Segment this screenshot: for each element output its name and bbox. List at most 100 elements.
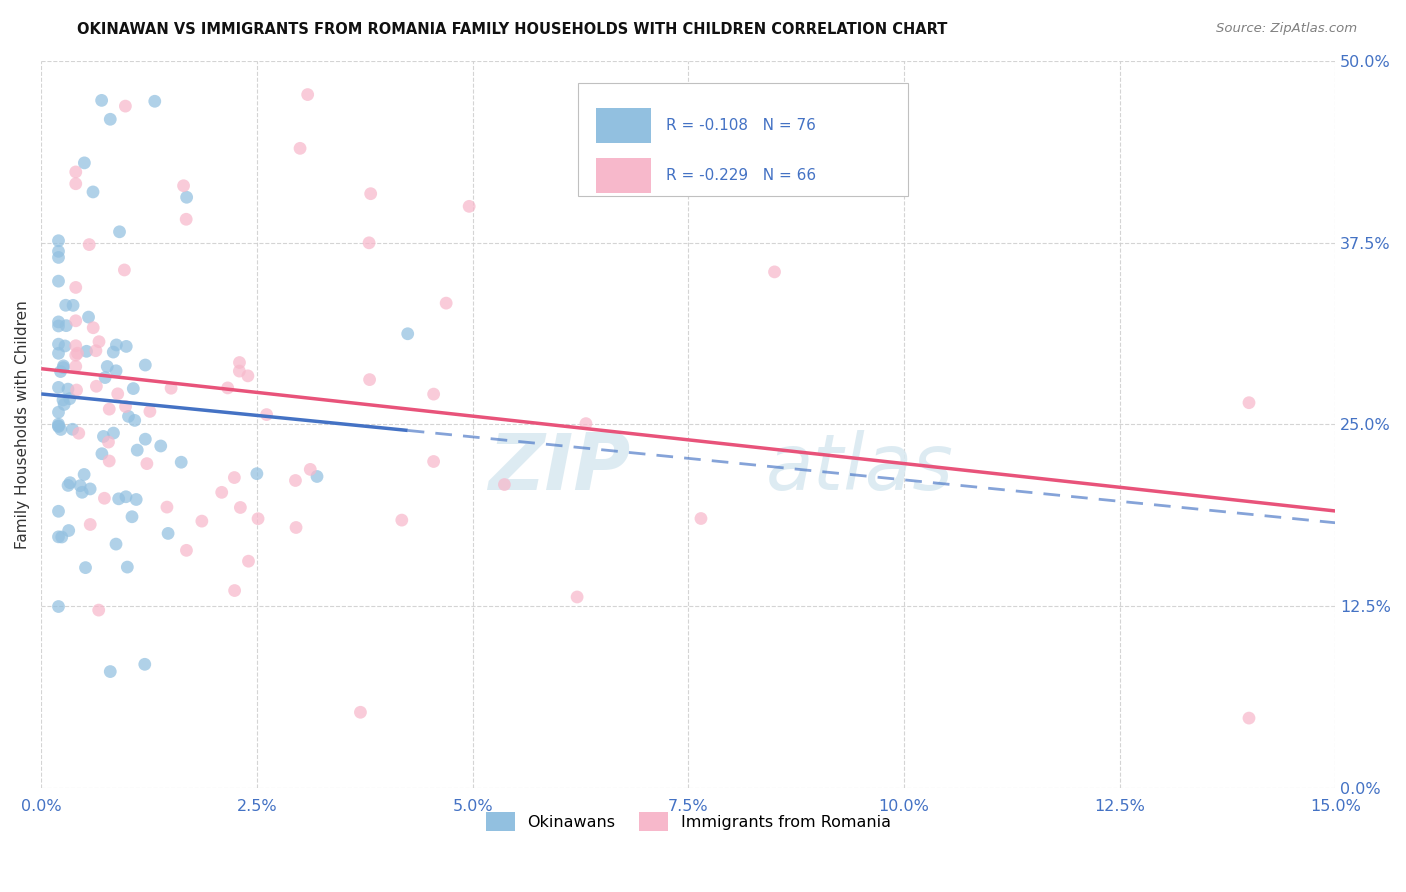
Point	[48, 405, 70, 419]
Legend: Okinawans, Immigrants from Romania: Okinawans, Immigrants from Romania	[485, 813, 891, 830]
Point	[97, 435, 120, 450]
Text: R = -0.229   N = 66: R = -0.229 N = 66	[666, 168, 817, 183]
Point	[62, 422, 84, 436]
Point	[117, 560, 139, 574]
Text: ZIP: ZIP	[488, 430, 630, 506]
Point	[77, 237, 100, 252]
Point	[103, 345, 125, 359]
Point	[297, 87, 319, 102]
Point	[108, 225, 131, 239]
Point	[105, 364, 128, 378]
Text: OKINAWAN VS IMMIGRANTS FROM ROMANIA FAMILY HOUSEHOLDS WITH CHILDREN CORRELATION : OKINAWAN VS IMMIGRANTS FROM ROMANIA FAMI…	[77, 22, 948, 37]
Point	[305, 469, 328, 483]
Point	[87, 334, 110, 349]
Point	[224, 470, 246, 484]
Point	[84, 343, 107, 358]
Y-axis label: Family Households with Children: Family Households with Children	[15, 300, 30, 549]
Point	[69, 479, 91, 493]
Point	[86, 379, 108, 393]
Point	[76, 344, 98, 359]
Point	[65, 280, 87, 294]
Point	[247, 511, 270, 525]
Point	[391, 513, 413, 527]
Point	[48, 380, 70, 394]
Point	[105, 537, 128, 551]
Point	[77, 310, 100, 325]
Point	[156, 500, 179, 514]
Point	[591, 148, 613, 162]
Point	[357, 235, 380, 250]
Point	[1237, 711, 1260, 725]
Point	[52, 392, 75, 407]
Point	[48, 244, 70, 259]
Point	[98, 454, 121, 468]
Point	[48, 234, 70, 248]
Point	[114, 99, 136, 113]
Point	[48, 346, 70, 360]
Point	[98, 402, 121, 417]
Point	[51, 530, 73, 544]
Point	[160, 381, 183, 395]
Point	[66, 346, 89, 360]
Text: R = -0.108   N = 76: R = -0.108 N = 76	[666, 119, 815, 133]
Point	[434, 296, 457, 310]
Point	[93, 429, 115, 443]
Point	[191, 514, 214, 528]
Point	[79, 482, 101, 496]
Point	[122, 382, 145, 396]
Point	[285, 520, 308, 534]
Point	[53, 339, 76, 353]
Point	[48, 417, 70, 431]
Point	[59, 475, 82, 490]
Point	[228, 364, 250, 378]
Point	[217, 381, 239, 395]
Point	[494, 477, 516, 491]
Point	[124, 413, 146, 427]
Point	[228, 355, 250, 369]
Point	[55, 298, 77, 312]
Point	[125, 492, 148, 507]
Point	[65, 348, 87, 362]
Point	[65, 383, 87, 397]
Point	[176, 190, 198, 204]
Point	[359, 373, 381, 387]
Point	[48, 418, 70, 433]
Text: atlas: atlas	[766, 430, 953, 506]
Point	[48, 318, 70, 333]
Point	[157, 526, 180, 541]
Point	[65, 177, 87, 191]
Point	[73, 156, 96, 170]
Point	[107, 387, 129, 401]
Point	[229, 500, 252, 515]
Point	[52, 360, 75, 375]
Point	[90, 447, 112, 461]
Point	[115, 490, 138, 504]
FancyBboxPatch shape	[578, 83, 908, 195]
Point	[107, 491, 129, 506]
Point	[48, 599, 70, 614]
Point	[236, 368, 259, 383]
Point	[65, 314, 87, 328]
Point	[49, 365, 72, 379]
Point	[238, 554, 260, 568]
Text: Source: ZipAtlas.com: Source: ZipAtlas.com	[1216, 22, 1357, 36]
Point	[1237, 395, 1260, 409]
Point	[82, 320, 104, 334]
Point	[75, 560, 97, 574]
Point	[93, 491, 115, 506]
Point	[396, 326, 419, 341]
Point	[349, 706, 371, 720]
Point	[53, 397, 76, 411]
Point	[112, 263, 135, 277]
Point	[49, 422, 72, 436]
Point	[70, 485, 93, 500]
Point	[149, 439, 172, 453]
Point	[55, 318, 77, 333]
Point	[690, 511, 713, 525]
Point	[65, 165, 87, 179]
Point	[48, 315, 70, 329]
Point	[174, 212, 197, 227]
Point	[48, 504, 70, 518]
Point	[73, 467, 96, 482]
Point	[143, 95, 166, 109]
